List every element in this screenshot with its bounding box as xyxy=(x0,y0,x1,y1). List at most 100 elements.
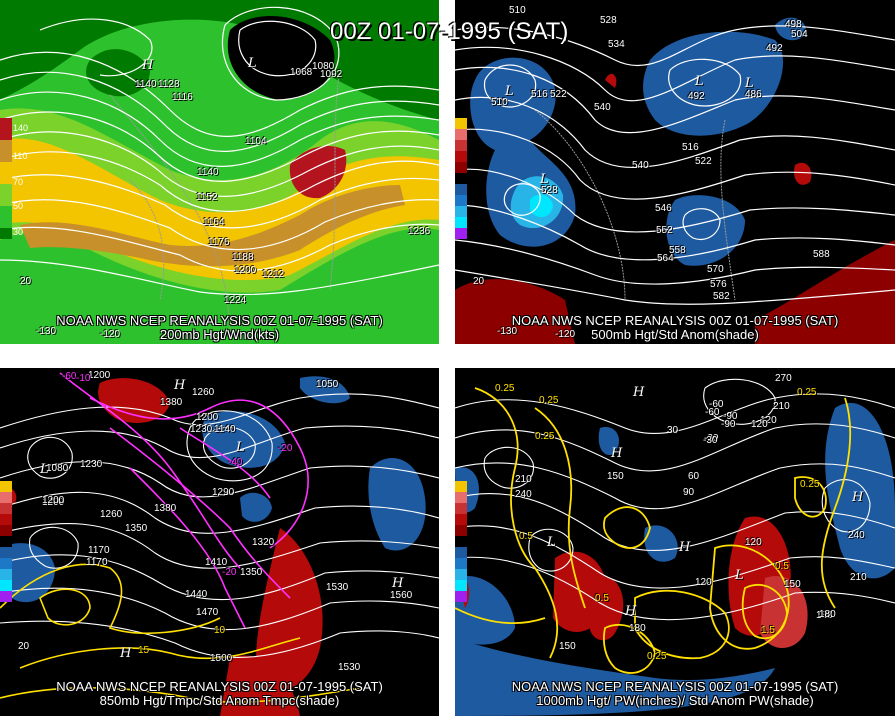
height-label: 1350 xyxy=(125,523,148,534)
height-label: 528 xyxy=(600,15,617,26)
height-label: -90 xyxy=(721,419,736,430)
height-label: 492 xyxy=(688,91,705,102)
height-label: 540 xyxy=(594,102,611,113)
height-label: 1350 xyxy=(240,567,263,578)
anomaly-legend xyxy=(455,118,467,239)
height-label: 1104 xyxy=(245,136,267,147)
pw-label: 0.25 xyxy=(495,383,515,394)
height-label: 1260 xyxy=(192,387,215,398)
legend-label: 140 xyxy=(13,123,29,133)
height-label: 150 xyxy=(784,579,801,590)
height-label: 510 xyxy=(509,5,526,16)
height-label: -30 xyxy=(704,433,719,444)
height-label: 1560 xyxy=(390,590,413,601)
low-pressure-marker: L xyxy=(248,56,257,71)
height-label: 1200 xyxy=(88,370,111,381)
low-pressure-marker: L xyxy=(547,535,556,550)
temp-label: -20 xyxy=(278,443,293,454)
height-label: 120 xyxy=(695,577,712,588)
pw-label: 0.5 xyxy=(519,531,533,542)
temp-label: 15 xyxy=(138,645,150,656)
high-pressure-marker: H xyxy=(625,604,637,619)
height-label: 588 xyxy=(813,249,830,260)
low-pressure-marker: L xyxy=(745,76,754,91)
height-label: 498 xyxy=(785,19,802,30)
height-label: 180 xyxy=(819,609,836,620)
high-pressure-marker: H xyxy=(611,446,623,461)
temp-label: -60 xyxy=(62,371,77,382)
height-label: 510 xyxy=(491,97,508,108)
height-label: 492 xyxy=(766,43,783,54)
height-label: 1140 xyxy=(214,424,236,435)
height-label: 1170 xyxy=(86,557,108,568)
high-pressure-marker: H xyxy=(120,646,132,661)
height-label: 1260 xyxy=(100,509,123,520)
height-label: 1092 xyxy=(320,69,343,80)
height-label: 1440 xyxy=(185,589,208,600)
panel-divider-vertical xyxy=(439,0,455,716)
high-pressure-marker: H xyxy=(633,385,645,400)
lon-label: -130 xyxy=(497,326,518,337)
height-label: 1410 xyxy=(205,557,228,568)
page-title: 00Z 01-07-1995 (SAT) xyxy=(330,18,569,45)
height-label: 516 xyxy=(531,89,548,100)
height-label: 150 xyxy=(607,471,624,482)
pw-anomaly-legend xyxy=(455,481,467,602)
high-pressure-marker: H xyxy=(142,58,154,73)
height-label: 1080 xyxy=(46,463,69,474)
height-label: 1320 xyxy=(252,537,275,548)
height-label: -60 xyxy=(709,399,724,410)
panel-caption-line2: 850mb Hgt/Tmpc/Std Anom Tmpc(shade) xyxy=(99,693,340,708)
height-label: 576 xyxy=(710,279,727,290)
lon-label: -120 xyxy=(555,329,576,340)
height-label: 516 xyxy=(682,142,699,153)
height-label: 270 xyxy=(775,373,792,384)
height-label: -60 xyxy=(705,407,720,418)
high-pressure-marker: H xyxy=(679,540,691,555)
panel-500mb: L L L L 510 528 534 516 522 540 498 492 … xyxy=(455,0,895,344)
height-label: 1500 xyxy=(210,653,233,664)
pw-anomaly-map xyxy=(455,378,895,716)
legend-label: 50 xyxy=(13,201,24,211)
panel-200mb: 140 110 70 50 30 H L 1140 1128 1116 1068… xyxy=(0,0,439,344)
height-label: 570 xyxy=(707,264,724,275)
height-label: 1050 xyxy=(316,379,339,390)
height-label: 552 xyxy=(656,225,673,236)
height-label: 120 xyxy=(751,419,768,430)
height-label: 1200 xyxy=(196,412,219,423)
temp-label: -40 xyxy=(228,457,243,468)
pw-label: 0.25 xyxy=(539,395,559,406)
pw-label: 0.25 xyxy=(647,651,667,662)
height-label: 60 xyxy=(688,471,700,482)
temp-anomaly-map xyxy=(0,372,439,716)
height-label: 1164 xyxy=(203,217,225,228)
height-label: 1068 xyxy=(290,67,313,78)
height-label: 180 xyxy=(816,610,833,621)
pw-label: 1.5 xyxy=(761,625,775,636)
height-label: 582 xyxy=(713,291,730,302)
height-label: 1530 xyxy=(338,662,361,673)
height-label: 1200 xyxy=(42,497,65,508)
low-pressure-marker: L xyxy=(40,462,49,477)
height-label: 1380 xyxy=(154,503,177,514)
high-pressure-marker: H xyxy=(174,378,186,393)
height-label: 180 xyxy=(629,623,646,634)
height-label: 540 xyxy=(632,160,649,171)
panel-caption-line2: 1000mb Hgt/ PW(inches)/ Std Anom PW(shad… xyxy=(536,693,814,708)
height-label: 504 xyxy=(791,29,808,40)
height-label: 534 xyxy=(608,39,625,50)
height-label: 1170 xyxy=(88,545,110,556)
panel-caption-line1: NOAA NWS NCEP REANALYSIS 00Z 01-07-1995 … xyxy=(511,679,839,694)
high-pressure-marker: H xyxy=(852,490,864,505)
lon-label: -120 xyxy=(100,329,121,340)
height-label: 240 xyxy=(515,489,532,500)
lat-label: 20 xyxy=(18,641,30,652)
height-label: 564 xyxy=(657,253,674,264)
panel-850mb: H L L H H 1200 1260 1380 1200 1230 1140 … xyxy=(0,368,439,716)
height-label: -90 xyxy=(723,411,738,422)
panel-caption-line1: NOAA NWS NCEP REANALYSIS 00Z 01-07-1995 … xyxy=(511,313,839,328)
height-label: 210 xyxy=(773,401,790,412)
height-label: 1188 xyxy=(232,252,254,263)
height-label: 558 xyxy=(669,245,686,256)
wind-shading-map xyxy=(0,0,439,344)
